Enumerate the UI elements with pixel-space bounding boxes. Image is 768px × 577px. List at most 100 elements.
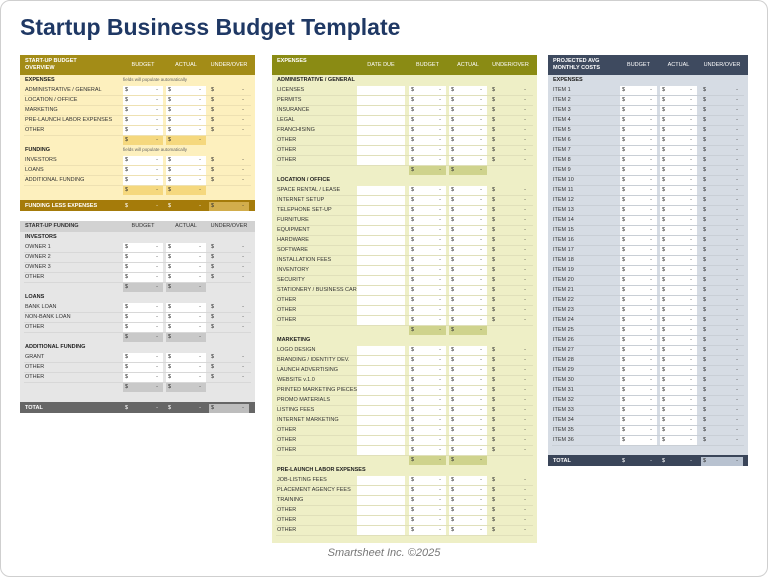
row-line [552,105,744,106]
currency: $ [451,287,455,293]
row-label: OTHER [277,317,297,323]
currency: $ [703,157,707,163]
currency: $ [492,387,496,393]
currency: $ [411,317,415,323]
row-label: EQUIPMENT [277,227,310,233]
currency: $ [703,87,707,93]
cell [123,273,163,282]
currency: $ [125,177,129,183]
row-line [24,105,251,106]
cell [123,176,163,185]
row-line [552,195,744,196]
cell [449,346,487,355]
currency: $ [168,304,172,310]
currency: $ [211,304,215,310]
cell [660,176,697,185]
amount: - [199,324,201,330]
currency: $ [125,137,129,143]
section-note: fields will populate automatically [123,77,188,82]
cell [166,96,206,105]
cell [620,386,657,395]
cell [620,196,657,205]
total-label: FUNDING LESS EXPENSES [25,202,98,209]
currency: $ [492,507,496,513]
row-label: OTHER [277,137,297,143]
currency: $ [492,497,496,503]
currency: $ [703,147,707,153]
amount: - [242,254,244,260]
amount: - [480,297,482,303]
amount: - [524,517,526,523]
currency: $ [451,247,455,253]
cell [409,246,446,255]
amount: - [650,387,652,393]
currency: $ [622,297,626,303]
row-line [24,262,251,263]
cell [620,366,657,375]
amount: - [690,97,692,103]
cell [660,186,697,195]
currency: $ [662,207,666,213]
row-line [276,445,533,446]
amount: - [242,97,244,103]
amount: - [439,237,441,243]
row-line [552,305,744,306]
cell [660,116,697,125]
currency: $ [451,277,455,283]
cell [660,306,697,315]
amount: - [199,87,201,93]
cell [620,396,657,405]
currency: $ [451,197,455,203]
amount: - [524,507,526,513]
cell [660,326,697,335]
row-label: ITEM 1 [553,87,571,93]
row-line [276,225,533,226]
currency: $ [492,527,496,533]
amount: - [480,497,482,503]
header-label: EXPENSES [277,58,307,64]
cell [166,86,206,95]
amount: - [690,197,692,203]
row-label: FURNITURE [277,217,309,223]
cell [123,96,163,105]
amount: - [524,477,526,483]
row-label: ITEM 36 [553,437,574,443]
amount: - [650,157,652,163]
currency: $ [622,377,626,383]
row-line [552,125,744,126]
currency: $ [411,307,415,313]
amount: - [242,354,244,360]
row-label: BANK LOAN [25,304,57,310]
cell [166,263,206,272]
amount: - [480,477,482,483]
row-label: LISTING FEES [277,407,315,413]
amount: - [690,167,692,173]
amount: - [690,377,692,383]
row-line [24,135,251,136]
cell [620,156,657,165]
cell [123,353,163,362]
date-cell [357,236,405,245]
currency: $ [411,447,415,453]
cell [123,313,163,322]
currency: $ [211,87,215,93]
amount: - [736,107,738,113]
amount: - [156,244,158,250]
cell [409,296,446,305]
currency: $ [211,364,215,370]
amount: - [736,327,738,333]
cell [409,206,446,215]
amount: - [480,97,482,103]
cell [660,416,697,425]
currency: $ [211,97,215,103]
currency: $ [492,357,496,363]
cell [620,266,657,275]
amount: - [480,167,482,173]
amount: - [480,227,482,233]
currency: $ [451,117,455,123]
amount: - [199,107,201,113]
amount: - [690,427,692,433]
amount: - [736,337,738,343]
amount: - [736,437,738,443]
currency: $ [703,207,707,213]
